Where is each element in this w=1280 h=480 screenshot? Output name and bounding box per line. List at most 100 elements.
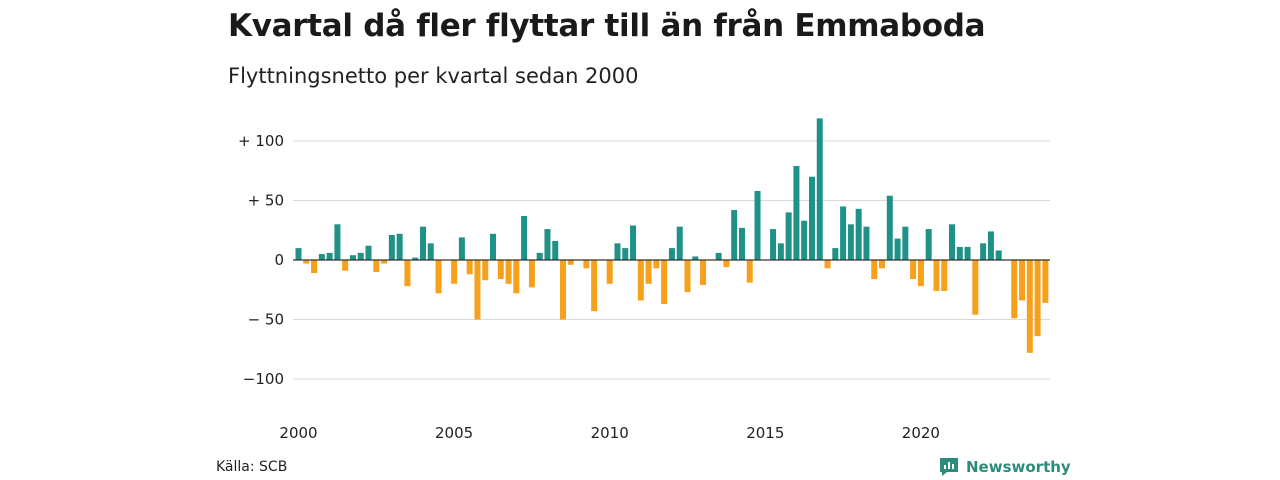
- bar-2002-k1: [357, 252, 364, 260]
- bar-2018-k4: [879, 260, 885, 269]
- bar-2006-k3: [497, 260, 504, 280]
- bar-2011-k3: [653, 260, 660, 269]
- bar-2007-k3: [528, 260, 535, 288]
- bar-2014-k1: [731, 210, 738, 260]
- bar-2019-k4: [910, 260, 917, 280]
- bar-2015-k4: [785, 212, 792, 260]
- bar-2001-k2: [334, 224, 341, 260]
- bar-2009-k2: [583, 260, 590, 269]
- bar-2001-k4: [349, 255, 356, 260]
- bar-2020-k4: [941, 260, 948, 291]
- bar-2016-k2: [801, 220, 808, 260]
- chart-subtitle: Flyttningsnetto per kvartal sedan 2000: [228, 64, 639, 88]
- bar-2023-k1: [1011, 260, 1018, 319]
- bar-2003-k4: [412, 257, 419, 260]
- bar-2010-k1: [606, 260, 613, 284]
- x-tick-label: 2020: [902, 424, 940, 442]
- bar-2012-k2: [676, 226, 683, 260]
- bars: [295, 118, 1049, 353]
- x-tick-label: 2015: [746, 424, 784, 442]
- bar-2013-k1: [700, 260, 707, 285]
- bar-2019-k2: [894, 238, 901, 260]
- bar-2006-k2: [490, 233, 496, 260]
- bar-2017-k2: [832, 248, 839, 260]
- bar-2001-k3: [342, 260, 349, 271]
- bar-2010-k3: [622, 248, 629, 260]
- bar-2012-k1: [668, 248, 675, 260]
- bar-2002-k3: [373, 260, 380, 272]
- chart-title: Kvartal då fler flyttar till än från Emm…: [228, 8, 986, 44]
- brand[interactable]: Newsworthy: [938, 456, 1071, 478]
- x-tick-label: 2005: [435, 424, 473, 442]
- bar-2017-k4: [847, 224, 854, 260]
- bar-2008-k3: [560, 260, 567, 320]
- bar-2004-k1: [419, 226, 426, 260]
- bar-2013-k3: [715, 252, 722, 260]
- bar-2022-k1: [980, 243, 987, 260]
- bar-2012-k4: [692, 256, 699, 260]
- bar-2018-k3: [871, 260, 878, 280]
- bar-2004-k3: [435, 260, 442, 294]
- bar-2015-k2: [770, 229, 777, 260]
- brand-name: Newsworthy: [966, 458, 1071, 476]
- bar-2023-k2: [1019, 260, 1026, 301]
- bar-2007-k4: [536, 252, 543, 260]
- bar-2012-k3: [684, 260, 691, 293]
- bar-2022-k2: [987, 231, 994, 260]
- bar-2008-k4: [567, 260, 574, 265]
- bar-2011-k1: [637, 260, 644, 301]
- bar-2023-k3: [1026, 260, 1033, 353]
- bar-2000-k3: [311, 260, 318, 274]
- gridlines: [293, 140, 1050, 380]
- bar-2024-k1: [1042, 260, 1049, 303]
- bar-2016-k1: [793, 165, 800, 260]
- bar-2014-k4: [754, 190, 761, 260]
- bar-2005-k4: [474, 260, 481, 320]
- bar-2021-k3: [964, 246, 971, 260]
- bar-2011-k4: [661, 260, 668, 305]
- bar-2002-k4: [381, 260, 388, 264]
- bar-2022-k3: [995, 250, 1002, 260]
- bar-2000-k4: [318, 254, 325, 260]
- bar-2000-k1: [295, 248, 302, 260]
- bar-2015-k3: [777, 243, 784, 260]
- bar-2021-k1: [949, 224, 956, 260]
- x-tick-label: 2010: [591, 424, 629, 442]
- y-tick-label: − 50: [248, 311, 284, 329]
- bar-2023-k4: [1034, 260, 1041, 337]
- newsworthy-logo-icon: [940, 458, 958, 476]
- bar-2011-k2: [645, 260, 652, 284]
- bar-2018-k2: [863, 226, 870, 260]
- bar-2020-k2: [925, 229, 932, 260]
- bar-2007-k2: [521, 215, 528, 260]
- y-tick-label: 0: [274, 251, 284, 269]
- bar-2006-k4: [505, 260, 512, 284]
- bar-2018-k1: [855, 208, 862, 260]
- bar-2010-k4: [630, 225, 637, 260]
- bar-2017-k1: [824, 260, 831, 269]
- bar-2004-k2: [427, 243, 434, 260]
- bar-2008-k1: [544, 229, 551, 260]
- bar-2014-k2: [738, 227, 745, 260]
- y-axis-ticks: + 100 + 50 0 − 50 −100: [238, 132, 284, 388]
- bar-2020-k1: [917, 260, 924, 287]
- bar-2010-k2: [614, 243, 621, 260]
- bar-2019-k1: [886, 195, 893, 260]
- y-tick-label: −100: [243, 370, 284, 388]
- bar-2019-k3: [902, 226, 909, 260]
- bar-2016-k3: [808, 176, 815, 260]
- bar-2014-k3: [746, 260, 753, 283]
- bar-2006-k1: [482, 260, 489, 281]
- bar-2008-k2: [552, 240, 559, 260]
- bar-2002-k2: [365, 245, 372, 260]
- y-tick-label: + 50: [248, 192, 284, 210]
- bar-2005-k1: [451, 260, 458, 284]
- bar-2001-k1: [326, 252, 333, 260]
- bar-2021-k2: [956, 246, 963, 260]
- bar-2000-k2: [303, 260, 310, 264]
- bar-2017-k3: [840, 206, 847, 260]
- bar-2009-k3: [591, 260, 598, 312]
- bar-2003-k1: [388, 235, 395, 260]
- bar-2005-k2: [458, 237, 465, 260]
